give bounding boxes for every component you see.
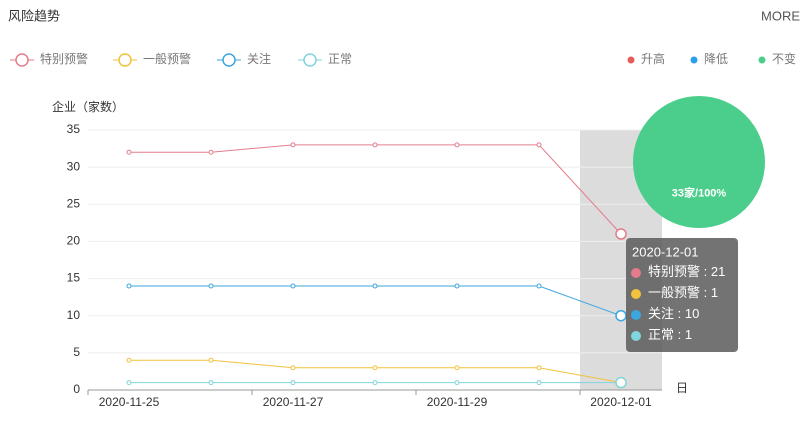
legend-label: 特别预警 bbox=[40, 51, 88, 66]
tooltip-item: 一般预警 : 1 bbox=[648, 285, 718, 300]
legend-label: 正常 bbox=[328, 52, 352, 66]
tooltip-sep: : bbox=[674, 306, 685, 321]
tooltip-name: 一般预警 bbox=[648, 285, 700, 300]
tooltip-dot bbox=[631, 331, 641, 341]
data-point bbox=[290, 283, 296, 289]
x-tick-label: 2020-11-27 bbox=[263, 395, 324, 409]
data-point bbox=[208, 149, 214, 155]
legend-label: 降低 bbox=[704, 52, 728, 66]
data-point bbox=[454, 142, 460, 148]
legend-icon bbox=[303, 53, 317, 67]
legend-icon bbox=[15, 53, 29, 67]
y-tick-label: 30 bbox=[67, 159, 81, 173]
tooltip-dot bbox=[631, 289, 641, 299]
data-point bbox=[536, 380, 542, 386]
data-point bbox=[536, 365, 542, 371]
tooltip-box bbox=[626, 238, 738, 352]
y-axis-label: 企业（家数） bbox=[52, 99, 124, 114]
x-tick-label: 2020-12-01 bbox=[590, 395, 652, 409]
data-point bbox=[126, 357, 132, 363]
x-tick-label: 2020-11-29 bbox=[427, 395, 488, 409]
legend-icon bbox=[118, 53, 132, 67]
tooltip-item: 正常 : 1 bbox=[648, 327, 692, 342]
pie-slice bbox=[633, 96, 765, 228]
tooltip-name: 关注 bbox=[648, 306, 674, 321]
legend-icon bbox=[222, 53, 236, 67]
tooltip-value: 21 bbox=[711, 264, 725, 279]
tooltip-value: 10 bbox=[685, 306, 699, 321]
legend-label: 升高 bbox=[641, 51, 665, 66]
data-point bbox=[290, 142, 296, 148]
tooltip: 2020-12-01 特别预警 : 21 一般预警 : 1 关注 : 10 正常 : 1 bbox=[626, 238, 738, 352]
tooltip-name: 正常 bbox=[648, 327, 674, 342]
y-tick-label: 5 bbox=[73, 345, 80, 359]
legend-label: 一般预警 bbox=[143, 51, 191, 66]
data-point bbox=[208, 283, 214, 289]
data-point bbox=[372, 365, 378, 371]
data-point bbox=[290, 380, 296, 386]
series-line bbox=[129, 144, 622, 235]
data-point bbox=[372, 142, 378, 148]
tooltip-dot bbox=[631, 310, 641, 320]
tooltip-item: 关注 : 10 bbox=[648, 306, 699, 321]
data-point bbox=[536, 142, 542, 148]
data-point bbox=[615, 228, 627, 240]
tooltip-sep: : bbox=[674, 327, 685, 342]
data-point bbox=[372, 283, 378, 289]
tooltip-title: 2020-12-01 bbox=[632, 244, 699, 259]
tooltip-sep: : bbox=[700, 264, 711, 279]
more-link[interactable]: MORE bbox=[761, 8, 800, 23]
y-tick-label: 20 bbox=[67, 234, 81, 248]
data-point bbox=[454, 380, 460, 386]
series-line bbox=[129, 359, 622, 384]
data-point bbox=[126, 283, 132, 289]
tooltip-sep: : bbox=[700, 285, 711, 300]
y-tick-label: 15 bbox=[67, 271, 81, 285]
data-point bbox=[615, 309, 627, 322]
data-point bbox=[454, 283, 460, 289]
y-tick-label: 35 bbox=[67, 122, 81, 136]
legend-dot bbox=[627, 56, 635, 64]
data-point bbox=[126, 149, 132, 155]
tooltip-name: 特别预警 bbox=[648, 264, 700, 279]
legend-dot bbox=[758, 56, 766, 64]
tooltip-value: 1 bbox=[711, 285, 718, 300]
pie-label: 33家/100% bbox=[672, 186, 727, 200]
data-point bbox=[290, 365, 296, 371]
data-point bbox=[208, 380, 214, 386]
legend-label: 关注 bbox=[247, 51, 271, 66]
tooltip-item: 特别预警 : 21 bbox=[648, 264, 725, 279]
data-point bbox=[126, 380, 132, 386]
y-tick-label: 10 bbox=[67, 308, 81, 322]
tooltip-dot bbox=[631, 268, 641, 278]
data-point bbox=[208, 357, 214, 363]
data-point bbox=[372, 380, 378, 386]
legend-label: 不变 bbox=[772, 51, 796, 66]
y-tick-label: 0 bbox=[73, 382, 80, 396]
legend-dot bbox=[690, 56, 698, 64]
data-point bbox=[615, 376, 627, 389]
data-point bbox=[454, 365, 460, 371]
panel-title: 风险趋势 bbox=[8, 8, 60, 23]
x-axis-label: 日 bbox=[676, 381, 688, 395]
data-point bbox=[536, 283, 542, 289]
series-line bbox=[129, 285, 622, 317]
x-tick-label: 2020-11-25 bbox=[99, 395, 160, 409]
y-tick-label: 25 bbox=[67, 196, 81, 210]
tooltip-value: 1 bbox=[685, 327, 692, 342]
